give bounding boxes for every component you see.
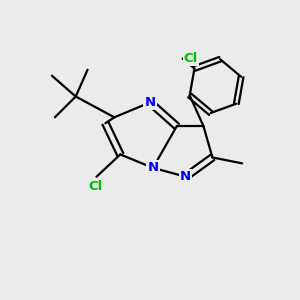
Text: Cl: Cl xyxy=(184,52,198,65)
Text: N: N xyxy=(180,170,191,183)
Text: N: N xyxy=(147,161,158,174)
Text: Cl: Cl xyxy=(88,180,102,193)
Text: N: N xyxy=(144,96,156,109)
